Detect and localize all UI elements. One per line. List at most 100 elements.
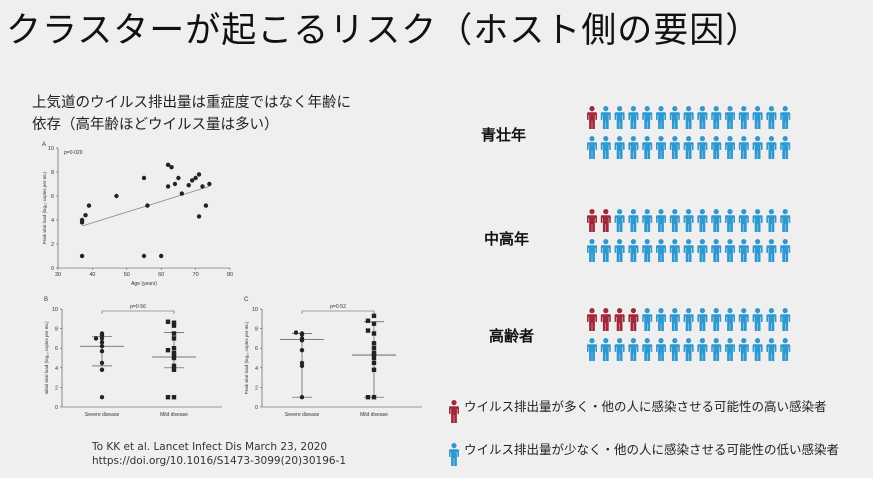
x-axis-label: Age (years) (131, 281, 157, 287)
person-blue-icon (766, 239, 777, 262)
person-blue-icon (683, 209, 694, 232)
person-blue-icon (669, 136, 680, 159)
y-axis-label: Peak viral load (log₁₀ copies per mL) (42, 171, 47, 244)
data-point (365, 318, 371, 323)
person-blue-icon (738, 106, 749, 129)
person-blue-icon (766, 136, 777, 159)
person-blue-icon (656, 209, 666, 232)
y-tick-label: 0 (55, 405, 58, 411)
person-blue-icon (449, 443, 459, 466)
x-category-label: Severe disease (285, 412, 320, 418)
person-blue-icon (752, 338, 763, 361)
person-blue-icon (669, 106, 680, 129)
person-blue-icon (752, 136, 763, 159)
p-value-annotation: p=0·56 (130, 304, 146, 310)
data-point (165, 395, 171, 400)
person-blue-icon (738, 209, 749, 232)
y-tick-label: 6 (255, 346, 258, 352)
person-blue-icon (697, 136, 708, 159)
data-point (99, 348, 105, 354)
person-blue-icon (711, 239, 722, 262)
x-category-label: Severe disease (85, 412, 120, 418)
legend-low-text: ウイルス排出量が少なく・他の人に感染させる可能性の低い感染者 (464, 442, 840, 457)
person-blue-icon (683, 239, 694, 262)
person-blue-icon (697, 308, 708, 331)
data-point (179, 191, 185, 196)
y-tick-label: 10 (52, 307, 58, 313)
person-red-icon (449, 400, 459, 423)
data-point (141, 175, 147, 181)
y-tick-label: 4 (51, 218, 54, 224)
data-point (293, 330, 299, 335)
data-point (79, 253, 85, 259)
x-category-label: Mild disease (160, 412, 188, 418)
person-blue-icon (656, 106, 666, 129)
person-red-icon (587, 106, 597, 129)
y-tick-label: 0 (255, 405, 258, 411)
person-red-icon (449, 400, 459, 423)
person-blue-icon (600, 338, 611, 361)
person-blue-icon (711, 308, 722, 331)
data-point (365, 395, 371, 400)
person-blue-icon (697, 239, 708, 262)
person-blue-icon (780, 239, 791, 262)
person-blue-icon (683, 106, 694, 129)
y-tick-label: 0 (51, 266, 54, 272)
person-blue-icon (725, 239, 735, 262)
y-tick-label: 8 (55, 327, 58, 333)
person-blue-icon (669, 338, 680, 361)
y-axis-label: Peak viral load (log₁₀ copies per mL) (244, 321, 249, 394)
person-blue-icon (766, 209, 777, 232)
data-point (171, 367, 177, 372)
data-point (171, 346, 177, 351)
data-point (196, 172, 202, 177)
x-tick-label: 60 (158, 272, 164, 278)
person-blue-icon (614, 106, 625, 129)
y-tick-label: 2 (55, 385, 58, 391)
y-tick-label: 2 (51, 242, 54, 248)
chart-panel-c: C 0 2 4 6 8 10 Peak viral load (log₁₀ copies pe… (244, 297, 422, 418)
y-tick-label: 8 (51, 170, 54, 176)
panel-label: C (244, 297, 249, 303)
person-blue-icon (766, 338, 777, 361)
data-point (299, 347, 305, 353)
person-blue-icon (738, 308, 749, 331)
data-point (371, 367, 377, 372)
data-point (165, 162, 171, 167)
person-red-icon (600, 209, 611, 232)
data-point (371, 346, 377, 351)
person-blue-icon (697, 338, 708, 361)
data-point (165, 184, 171, 189)
data-point (171, 350, 177, 356)
person-blue-icon (449, 443, 459, 466)
data-point (371, 360, 377, 366)
chart-panel-b: B 0 2 4 6 8 10 Initial viral load (log₁₀ copies… (44, 297, 222, 418)
data-point (86, 203, 92, 208)
person-blue-icon (587, 338, 597, 361)
legend-low: ウイルス排出量が少なく・他の人に感染させる可能性の低い感染者 (448, 441, 873, 468)
data-point (171, 355, 177, 361)
person-blue-icon (725, 338, 735, 361)
person-blue-icon (780, 209, 791, 232)
citation: To KK et al. Lancet Infect Dis March 23,… (92, 440, 346, 468)
x-tick-label: 50 (124, 272, 130, 278)
chart-panel-a: A 0 2 4 6 8 10 30 40 50 60 70 80 Age (years) Peak vira… (42, 142, 233, 287)
person-blue-icon (628, 136, 639, 159)
y-tick-label: 6 (55, 346, 58, 352)
person-blue-icon (628, 239, 639, 262)
person-blue-icon (642, 338, 653, 361)
person-blue-icon (752, 106, 763, 129)
panel-label: B (44, 297, 48, 303)
data-point (200, 184, 205, 189)
person-blue-icon (780, 308, 791, 331)
data-point (171, 331, 177, 336)
person-red-icon (614, 308, 625, 331)
data-point (171, 363, 177, 369)
person-red-icon (587, 308, 597, 331)
subtitle-line-2: 依存（高年齢ほどウイルス量は多い） (32, 117, 279, 133)
data-point (79, 217, 85, 223)
person-blue-icon (780, 136, 791, 159)
data-point (169, 165, 174, 170)
group-label-young: 青壮年 (481, 126, 527, 144)
citation-line-1: To KK et al. Lancet Infect Dis March 23,… (92, 441, 328, 453)
